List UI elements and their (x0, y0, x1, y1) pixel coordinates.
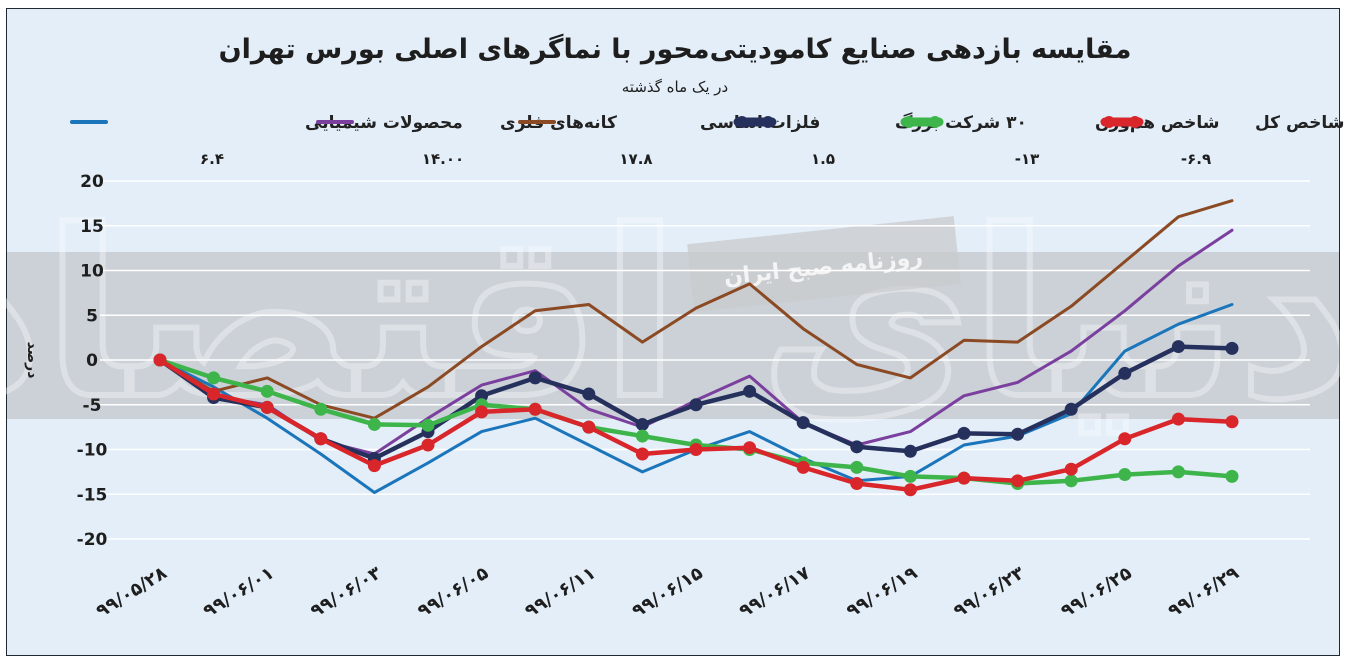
data-point (475, 389, 489, 403)
final-value-label: ۶.۴ (200, 150, 224, 168)
final-value-label: -۶.۹ (1181, 150, 1211, 168)
data-point (421, 418, 435, 432)
x-tick-label: ۹۹/۰۶/۱۷ (736, 562, 814, 622)
data-point (528, 371, 542, 385)
data-point (1118, 468, 1132, 482)
data-point (850, 440, 864, 454)
x-tick-label: ۹۹/۰۵/۲۸ (92, 562, 170, 622)
x-tick-label: ۹۹/۰۶/۱۵ (628, 562, 706, 622)
x-tick-label: ۹۹/۰۶/۰۱ (200, 562, 278, 622)
y-tick-label: 0 (86, 351, 98, 371)
y-tick-label: 20 (80, 172, 104, 192)
data-point (1225, 341, 1239, 355)
data-point (1171, 412, 1185, 426)
data-point (1225, 415, 1239, 429)
legend: محصولات شیمیایی کانه‌های فلزی فلزات اساسی ۳… (70, 113, 1345, 133)
legend-item: شاخص کل (1100, 113, 1345, 133)
data-point (850, 477, 864, 491)
data-point (153, 353, 167, 367)
y-tick-label: -5 (83, 396, 102, 416)
chart-subtitle: در یک ماه گذشته (622, 78, 728, 96)
y-tick-label: 10 (80, 262, 104, 282)
data-point (903, 483, 917, 497)
data-point (796, 460, 810, 474)
y-tick-label: -10 (77, 441, 108, 461)
y-axis-ticks: 20 15 10 5 0 -5 -10 -15 -20 (77, 172, 108, 550)
y-tick-label: 15 (80, 217, 104, 237)
x-tick-label: ۹۹/۰۶/۰۳ (307, 562, 385, 622)
data-point (743, 384, 757, 398)
data-point (1011, 427, 1025, 441)
x-tick-label: ۹۹/۰۶/۲۳ (950, 562, 1028, 622)
data-point (635, 417, 649, 431)
legend-item: محصولات شیمیایی (70, 113, 463, 133)
final-value-labels: ۶.۴ ۱۴.۰۰ ۱۷.۸ ۱.۵ -۱۳ -۶.۹ (200, 150, 1211, 168)
legend-marker (903, 116, 915, 128)
data-point (689, 443, 703, 456)
final-value-label: ۱.۵ (811, 150, 835, 168)
x-axis-ticks: ۹۹/۰۵/۲۸ ۹۹/۰۶/۰۱ ۹۹/۰۶/۰۳ ۹۹/۰۶/۰۵ ۹۹/۰۶/۱۱… (92, 562, 1242, 622)
legend-marker (1129, 116, 1141, 128)
series-line (158, 199, 1234, 420)
data-point (314, 432, 328, 446)
x-tick-label: ۹۹/۰۶/۰۵ (414, 562, 492, 622)
x-tick-label: ۹۹/۰۶/۱۹ (843, 562, 921, 622)
watermark-band (7, 252, 1339, 419)
y-tick-label: -15 (77, 485, 108, 505)
series-lines (153, 199, 1239, 497)
legend-marker (762, 116, 774, 128)
data-point (1171, 340, 1185, 354)
series-2 (158, 199, 1234, 420)
data-point (528, 402, 542, 416)
legend-label: محصولات شیمیایی (305, 113, 463, 133)
legend-item: کانه‌های فلزی (316, 113, 617, 133)
data-point (207, 387, 221, 401)
x-tick-label: ۹۹/۰۶/۱۱ (521, 562, 599, 622)
legend-marker (929, 116, 941, 128)
legend-marker (1103, 116, 1115, 128)
chart-title: مقایسه بازدهی صنایع کامودیتی‌محور با نما… (219, 33, 1132, 65)
legend-marker (736, 116, 748, 128)
data-point (582, 420, 596, 434)
data-point (1064, 474, 1078, 488)
data-point (1064, 402, 1078, 416)
data-point (689, 398, 703, 412)
data-point (743, 441, 757, 455)
data-point (1011, 474, 1025, 488)
y-tick-label: 5 (86, 306, 98, 326)
legend-label: کانه‌های فلزی (500, 113, 617, 133)
final-value-label: -۱۳ (1015, 150, 1040, 168)
data-point (207, 371, 221, 385)
data-point (903, 469, 917, 483)
data-point (1064, 462, 1078, 476)
data-point (850, 460, 864, 474)
x-tick-label: ۹۹/۰۶/۲۵ (1057, 562, 1135, 622)
data-point (1171, 465, 1185, 479)
data-point (260, 384, 274, 398)
data-point (635, 447, 649, 461)
data-point (1225, 469, 1239, 483)
data-point (957, 471, 971, 485)
data-point (421, 438, 435, 452)
data-point (635, 429, 649, 443)
data-point (582, 387, 596, 401)
final-value-label: ۱۴.۰۰ (422, 150, 464, 168)
series-5 (153, 353, 1239, 497)
y-tick-label: -20 (77, 530, 108, 550)
legend-label: شاخص کل (1255, 113, 1345, 133)
data-point (314, 402, 328, 416)
data-point (957, 426, 971, 440)
data-point (367, 417, 381, 431)
data-point (475, 405, 489, 419)
x-tick-label: ۹۹/۰۶/۲۹ (1164, 562, 1242, 622)
data-point (1118, 432, 1132, 446)
final-value-label: ۱۷.۸ (619, 150, 652, 168)
data-point (796, 416, 810, 430)
data-point (1118, 366, 1132, 380)
data-point (367, 459, 381, 473)
data-point (903, 444, 917, 458)
y-axis-label: درصد (24, 342, 40, 379)
data-point (260, 400, 274, 414)
